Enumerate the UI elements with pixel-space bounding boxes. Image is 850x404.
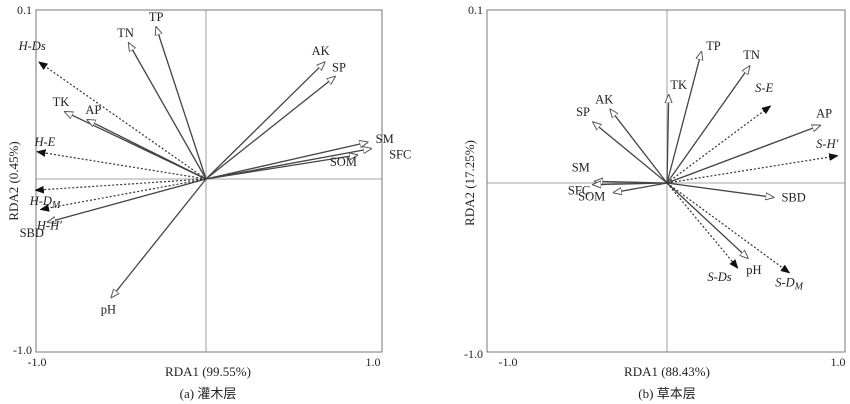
vector-label-ph: pH xyxy=(101,302,116,316)
vector-label-sbd: SBD xyxy=(781,190,805,204)
vector-label-ak: AK xyxy=(595,92,613,106)
vector-label-sfc: SFC xyxy=(389,148,411,162)
plot-frame xyxy=(486,9,846,353)
response-arrow-hds xyxy=(39,62,207,180)
y-tick-label: -1.0 xyxy=(13,343,32,357)
vector-arrow-ap xyxy=(666,125,820,184)
panel-caption: (b) 草本层 xyxy=(638,386,695,401)
y-tick-label: 0.1 xyxy=(17,3,32,17)
response-label-hh: H-H′ xyxy=(36,218,62,232)
y-axis-label: RDA2 (17.25%) xyxy=(462,140,477,226)
response-arrow-sh xyxy=(666,156,837,184)
vector-arrow-tn xyxy=(129,43,207,180)
response-label-sdm: S-DM xyxy=(775,276,803,293)
vector-label-tk: TK xyxy=(670,78,687,92)
y-tick-label: -1.0 xyxy=(464,347,483,361)
response-arrow-sdm xyxy=(666,182,789,273)
response-arrow-sds xyxy=(666,182,738,268)
vector-label-ph: pH xyxy=(746,263,761,277)
vector-arrow-ph xyxy=(111,178,207,297)
vector-label-sm: SM xyxy=(376,132,394,146)
plot-frame xyxy=(35,9,383,353)
vector-label-tp: TP xyxy=(149,10,164,24)
vector-arrow-sbd xyxy=(48,178,207,222)
vector-arrow-sfc xyxy=(593,183,668,185)
response-arrow-hdm xyxy=(36,178,207,190)
response-arrow-hh xyxy=(41,178,207,209)
vector-arrow-tn xyxy=(666,66,750,184)
response-label-hdm: H-DM xyxy=(29,194,61,211)
vector-label-tk: TK xyxy=(53,95,70,109)
response-label-hds: H-Ds xyxy=(18,39,46,53)
vector-arrow-ap xyxy=(87,120,207,180)
vector-label-sm: SM xyxy=(572,160,590,174)
vector-label-tn: TN xyxy=(743,48,760,62)
vector-arrow-tk xyxy=(667,95,669,184)
vector-label-ap: AP xyxy=(85,103,101,117)
response-arrow-se xyxy=(666,106,770,184)
vector-arrow-sfc xyxy=(205,149,371,180)
vector-label-ak: AK xyxy=(312,44,330,58)
vector-label-som: SOM xyxy=(330,155,357,169)
vector-label-tn: TN xyxy=(117,26,134,40)
vector-arrow-sbd xyxy=(666,182,774,197)
vector-label-som: SOM xyxy=(578,190,605,204)
vector-arrow-tp xyxy=(666,52,701,184)
y-axis-label: RDA2 (0.45%) xyxy=(6,141,21,220)
vector-label-tp: TP xyxy=(706,39,721,53)
y-tick-label: 0.1 xyxy=(468,3,483,17)
x-axis-label: RDA1 (99.55%) xyxy=(165,364,251,379)
vector-label-sbd: SBD xyxy=(20,226,44,240)
vector-arrow-ak xyxy=(205,62,325,180)
response-label-he: H-E xyxy=(33,135,55,149)
vector-arrow-som xyxy=(205,155,357,180)
vector-arrow-tp xyxy=(156,27,207,180)
vector-label-ap: AP xyxy=(816,106,832,120)
vector-arrow-sm xyxy=(205,142,368,180)
response-arrow-he xyxy=(37,152,207,180)
panel-caption: (a) 灌木层 xyxy=(180,386,237,401)
response-label-se: S-E xyxy=(755,81,773,95)
vector-arrow-som xyxy=(614,182,668,193)
x-axis-label: RDA1 (88.43%) xyxy=(624,364,710,379)
chart-panel-a: 0.1 -1.0-1.0 1.0 RDA1 (99.55%) RDA2 (0.45%) (… xyxy=(6,3,411,401)
x-tick-label: 1.0 xyxy=(366,355,381,369)
vector-arrow-sp xyxy=(205,77,335,180)
vector-arrow-ph xyxy=(666,182,748,258)
vector-label-sp: SP xyxy=(332,61,346,75)
vector-label-sfc: SFC xyxy=(568,184,590,198)
x-tick-label: -1.0 xyxy=(499,355,518,369)
vector-label-sp: SP xyxy=(576,105,590,119)
x-tick-label: -1.0 xyxy=(28,355,47,369)
vector-arrow-ak xyxy=(610,109,668,184)
vector-arrow-sp xyxy=(593,122,668,184)
response-label-sds: S-Ds xyxy=(707,270,731,284)
x-tick-label: 1.0 xyxy=(831,355,846,369)
response-label-sh: S-H′ xyxy=(816,137,838,151)
chart-panel-b: 0.1 -1.0 -1.0 1.0 RDA1 (88.43%) RDA2 (17.25%)… xyxy=(462,3,846,401)
